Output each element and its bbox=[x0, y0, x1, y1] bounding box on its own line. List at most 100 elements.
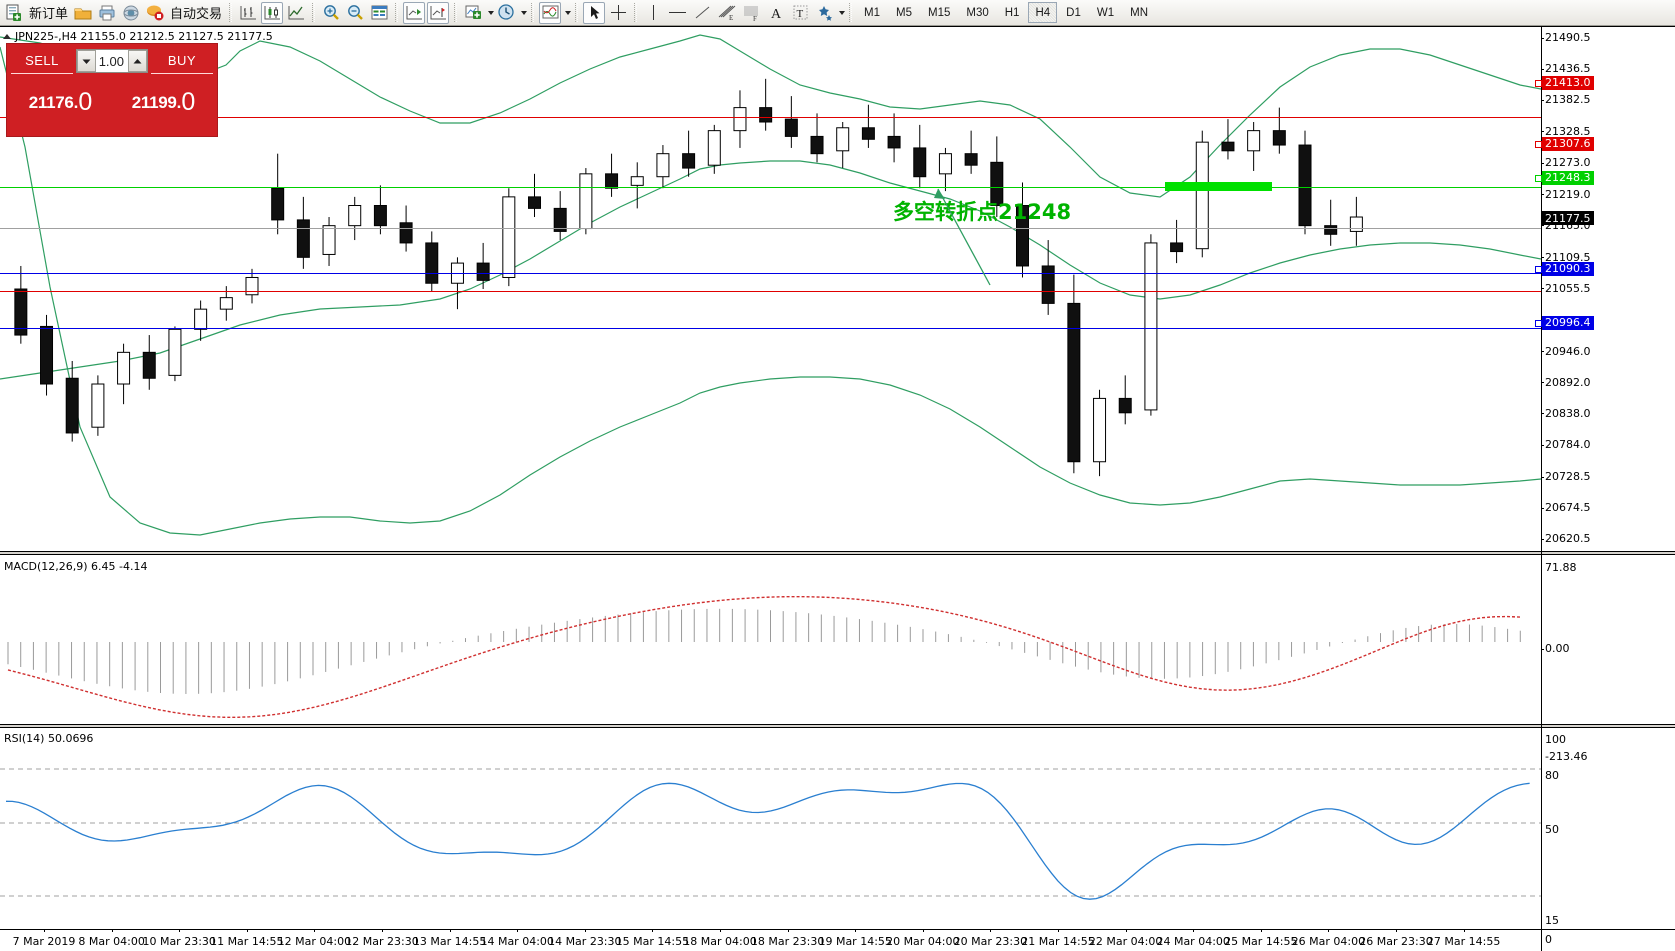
zoom-out-icon[interactable] bbox=[344, 2, 366, 24]
candle-body-bearish bbox=[759, 107, 773, 123]
cursor-icon[interactable] bbox=[583, 1, 606, 24]
indicators-dropdown-caret[interactable] bbox=[488, 10, 495, 15]
level-drag-handle[interactable] bbox=[1535, 319, 1542, 327]
sell-button[interactable]: 21176 . 0 bbox=[11, 77, 110, 132]
new-order-label[interactable]: 新订单 bbox=[29, 7, 69, 22]
price-tick: 20784.0 bbox=[1541, 438, 1591, 451]
macd-histogram bbox=[7, 608, 1521, 694]
text-label-icon[interactable]: T bbox=[789, 2, 811, 24]
indicators-icon[interactable] bbox=[462, 2, 484, 24]
candle-body-bearish bbox=[1221, 141, 1235, 152]
horizontal-line-icon[interactable] bbox=[666, 2, 689, 24]
candle-body-bearish bbox=[1067, 302, 1081, 463]
level-line-21307[interactable] bbox=[0, 291, 1541, 292]
folder-icon[interactable] bbox=[72, 2, 94, 24]
vertical-line-icon[interactable] bbox=[642, 2, 664, 24]
level-drag-handle[interactable] bbox=[1535, 140, 1542, 148]
chart-canvas[interactable]: 多空转折点21248 JPN225-,H4 21155.0 21212.5 21… bbox=[0, 26, 1675, 951]
zoom-in-icon[interactable] bbox=[320, 2, 342, 24]
crosshair-icon[interactable] bbox=[607, 2, 629, 24]
price-level-badge-pivot[interactable]: 21248.3 bbox=[1542, 170, 1594, 185]
timeframe-button-m15[interactable]: M15 bbox=[928, 6, 951, 19]
templates-icon[interactable] bbox=[539, 1, 562, 24]
level-line-21090[interactable] bbox=[0, 273, 1541, 274]
level-line-21413[interactable] bbox=[0, 117, 1541, 118]
price-level-badge-support[interactable]: 21090.3 bbox=[1542, 261, 1594, 276]
timeframe-button-mn[interactable]: MN bbox=[1130, 6, 1148, 19]
new-order-icon[interactable] bbox=[3, 2, 25, 24]
bar-chart-icon[interactable] bbox=[237, 2, 259, 24]
timeframe-button-h4[interactable]: H4 bbox=[1028, 2, 1058, 23]
volume-value[interactable]: 1.00 bbox=[96, 50, 128, 72]
price-tick: 20838.0 bbox=[1541, 407, 1591, 420]
macd-label[interactable]: MACD(12,26,9) 6.45 -4.14 bbox=[4, 560, 148, 573]
timeframe-bar: M1 M5 M15 M30 H1 H4 D1 W1 MN bbox=[856, 2, 1156, 23]
price-level-badge-last-price[interactable]: 21177.5 bbox=[1542, 211, 1594, 226]
timeframe-button-w1[interactable]: W1 bbox=[1096, 6, 1115, 19]
globe-icon[interactable] bbox=[120, 2, 142, 24]
candle-body-bullish bbox=[245, 276, 259, 296]
shapes-icon[interactable] bbox=[813, 2, 835, 24]
candlestick-chart-icon[interactable] bbox=[261, 1, 284, 24]
trendline-icon[interactable] bbox=[691, 2, 713, 24]
rsi-label[interactable]: RSI(14) 50.0696 bbox=[4, 732, 94, 745]
autotrade-label[interactable]: 自动交易 bbox=[170, 7, 223, 22]
bollinger-lower-band bbox=[0, 46, 1541, 536]
data-window-icon[interactable] bbox=[368, 2, 390, 24]
auto-scroll-icon[interactable] bbox=[403, 1, 426, 24]
candle-body-bullish bbox=[348, 205, 362, 227]
price-level-badge-resistance[interactable]: 21307.6 bbox=[1542, 136, 1594, 151]
trade-panel-top-row: SELL 1.00 BUY bbox=[11, 48, 213, 74]
period-dropdown-caret[interactable] bbox=[521, 10, 528, 15]
buy-price-separator: . bbox=[176, 92, 182, 112]
timeframe-button-h1[interactable]: H1 bbox=[1004, 6, 1020, 19]
volume-increment-button[interactable] bbox=[128, 50, 147, 72]
collapse-triangle-icon[interactable] bbox=[3, 34, 11, 39]
line-chart-icon[interactable] bbox=[285, 2, 307, 24]
svg-text:F: F bbox=[753, 15, 757, 22]
text-icon[interactable]: A bbox=[765, 2, 787, 24]
timeframe-button-m1[interactable]: M1 bbox=[864, 6, 881, 19]
period-icon[interactable] bbox=[495, 2, 517, 24]
timeframe-button-d1[interactable]: D1 bbox=[1066, 6, 1081, 19]
time-tick: 14 Mar 23:30 bbox=[548, 935, 622, 948]
autotrade-icon[interactable] bbox=[144, 2, 166, 24]
buy-button[interactable]: 21199 . 0 bbox=[114, 77, 213, 132]
level-drag-handle[interactable] bbox=[1535, 174, 1542, 182]
timeframe-button-m5[interactable]: M5 bbox=[896, 6, 912, 19]
symbol-header[interactable]: JPN225-,H4 21155.0 21212.5 21127.5 21177… bbox=[3, 30, 273, 43]
level-line-21177[interactable] bbox=[0, 228, 1541, 229]
candle-body-bullish bbox=[502, 196, 516, 278]
templates-dropdown-caret[interactable] bbox=[565, 10, 572, 15]
tick-mark bbox=[1541, 99, 1544, 101]
level-drag-handle[interactable] bbox=[1535, 265, 1542, 273]
fibo-icon[interactable]: E bbox=[715, 2, 738, 24]
timeframe-button-m30[interactable]: M30 bbox=[966, 6, 989, 19]
buy-label[interactable]: BUY bbox=[151, 48, 213, 74]
printer-icon[interactable] bbox=[96, 2, 118, 24]
level-drag-handle[interactable] bbox=[1535, 79, 1542, 87]
sell-label[interactable]: SELL bbox=[11, 48, 73, 74]
price-level-badge-support[interactable]: 20996.4 bbox=[1542, 315, 1594, 330]
price-level-badge-resistance[interactable]: 21413.0 bbox=[1542, 75, 1594, 90]
one-click-trading-panel[interactable]: SELL 1.00 BUY 21176 . 0 bbox=[6, 43, 218, 137]
rsi-tick: 80 bbox=[1545, 769, 1559, 782]
time-tick-mark bbox=[922, 929, 924, 932]
chart-shift-icon[interactable] bbox=[427, 1, 450, 24]
shapes-dropdown-caret[interactable] bbox=[839, 10, 846, 15]
volume-stepper[interactable]: 1.00 bbox=[76, 49, 148, 73]
bollinger-middle-band bbox=[0, 160, 1541, 380]
pane-separator-macd[interactable] bbox=[0, 551, 1675, 555]
pivot-highlight-bar[interactable] bbox=[1165, 182, 1272, 191]
volume-decrement-button[interactable] bbox=[77, 50, 96, 72]
fibo-fan-icon[interactable]: F bbox=[740, 2, 763, 24]
pane-separator-rsi[interactable] bbox=[0, 724, 1675, 728]
level-line-21248[interactable] bbox=[0, 187, 1541, 188]
price-tick: 21436.5 bbox=[1541, 62, 1591, 75]
candle-body-bearish bbox=[142, 351, 156, 379]
time-tick: 22 Mar 04:00 bbox=[1088, 935, 1163, 948]
time-tick-mark bbox=[314, 929, 316, 932]
level-line-20996[interactable] bbox=[0, 328, 1541, 329]
time-tick-mark bbox=[787, 929, 789, 932]
time-tick-mark bbox=[1396, 929, 1397, 932]
